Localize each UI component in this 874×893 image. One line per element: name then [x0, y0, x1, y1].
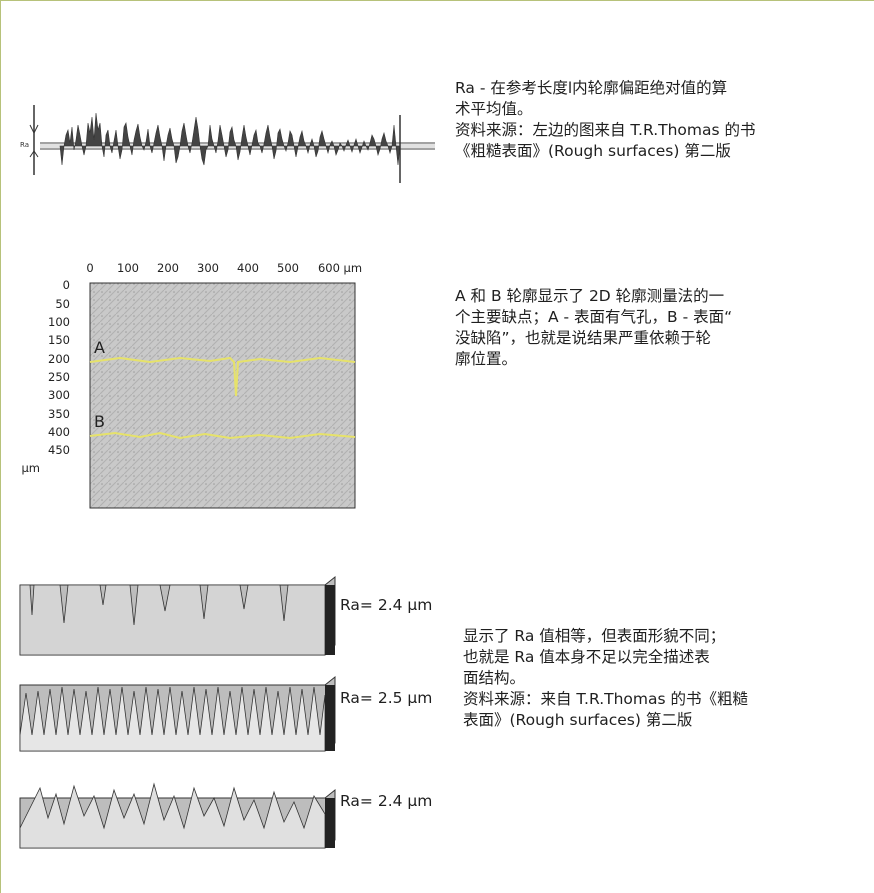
y-tick-label: 400 — [48, 425, 70, 439]
y-tick-label: 50 — [55, 297, 70, 311]
y-tick-label: 250 — [48, 370, 70, 384]
surface-block-1 — [19, 575, 336, 656]
frame-left-border — [0, 0, 1, 893]
surface-blocks-description: 显示了 Ra 值相等，但表面形貌不同； 也就是 Ra 值本身不足以完全描述表 面… — [463, 626, 808, 731]
x-tick-label: 100 — [117, 261, 139, 275]
text-line: A 和 B 轮廓显示了 2D 轮廓测量法的一 — [455, 287, 725, 305]
text-line: 也就是 Ra 值本身不足以完全描述表 — [463, 648, 710, 666]
text-line: 没缺陷”，也就是说结果严重依赖于轮 — [455, 329, 712, 347]
surface-block-3 — [19, 782, 336, 849]
text-line: 术平均值。 — [455, 100, 533, 118]
micrograph-description: A 和 B 轮廓显示了 2D 轮廓测量法的一 个主要缺点；A - 表面有气孔，B… — [455, 286, 815, 370]
ra-symbol: Ra — [20, 141, 29, 149]
y-axis-ticks: 0 50 100 150 200 250 300 350 400 450 μm — [21, 278, 70, 475]
profile-a-line — [89, 356, 356, 397]
x-tick-label: 600 μm — [318, 261, 362, 275]
profile-b-label: B — [94, 412, 105, 431]
profile-a-label: A — [94, 338, 105, 357]
micrograph-image — [89, 282, 356, 509]
text-line: 资料来源：来自 T.R.Thomas 的书《粗糙 — [463, 690, 749, 708]
y-tick-label: 150 — [48, 333, 70, 347]
y-tick-label: 450 — [48, 443, 70, 457]
x-tick-label: 200 — [157, 261, 179, 275]
text-line: 表面》(Rough surfaces) 第二版 — [463, 711, 693, 729]
y-tick-label: 350 — [48, 407, 70, 421]
profile-trace — [59, 112, 401, 166]
text-line: 个主要缺点；A - 表面有气孔，B - 表面“ — [455, 308, 733, 326]
text-line: 面结构。 — [463, 669, 526, 687]
y-tick-label: 200 — [48, 352, 70, 366]
x-tick-label: 400 — [237, 261, 259, 275]
text-line: Ra - 在参考长度l内轮廓偏距绝对值的算 — [455, 79, 728, 97]
y-tick-label: 0 — [63, 278, 70, 292]
roughness-profile-figure: Ra — [20, 105, 435, 183]
x-tick-label: 300 — [197, 261, 219, 275]
text-line: 显示了 Ra 值相等，但表面形貌不同； — [463, 627, 726, 645]
surface-block-2 — [19, 675, 336, 752]
profile-description: Ra - 在参考长度l内轮廓偏距绝对值的算 术平均值。 资料来源：左边的图来自 … — [455, 78, 845, 162]
text-line: 《粗糙表面》(Rough surfaces) 第二版 — [455, 142, 731, 160]
y-tick-label: μm — [21, 461, 40, 475]
profile-b-line — [89, 431, 356, 440]
text-line: 廓位置。 — [455, 350, 518, 368]
ra-value-label: Ra= 2.4 μm — [340, 596, 433, 614]
surface-micrograph: 0 100 200 300 400 500 600 μm 0 50 100 15… — [21, 261, 362, 509]
frame-top-border — [0, 0, 874, 1]
y-tick-label: 300 — [48, 388, 70, 402]
ra-value-label: Ra= 2.5 μm — [340, 689, 433, 707]
ra-value-label: Ra= 2.4 μm — [340, 792, 433, 810]
x-tick-label: 0 — [86, 261, 93, 275]
x-axis-ticks: 0 100 200 300 400 500 600 μm — [86, 261, 362, 275]
x-tick-label: 500 — [277, 261, 299, 275]
y-tick-label: 100 — [48, 315, 70, 329]
text-line: 资料来源：左边的图来自 T.R.Thomas 的书 — [455, 121, 756, 139]
